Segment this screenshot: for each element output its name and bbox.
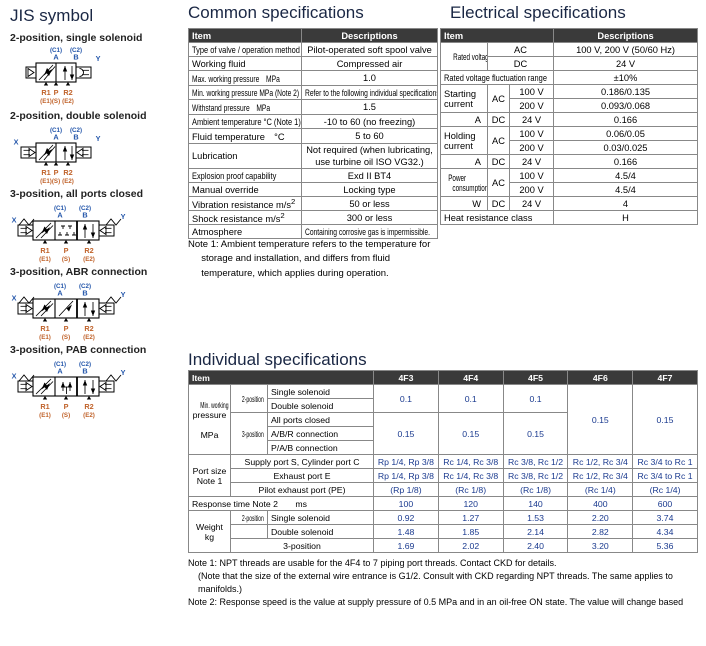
svg-text:A: A — [57, 211, 63, 220]
svg-text:Y: Y — [121, 368, 126, 377]
svg-text:X: X — [12, 372, 17, 381]
svg-text:B: B — [82, 289, 87, 298]
svg-text:P: P — [54, 168, 59, 177]
svg-text:(E2): (E2) — [62, 178, 74, 185]
svg-text:(S): (S) — [52, 178, 60, 185]
svg-text:P: P — [64, 324, 69, 333]
svg-text:A: A — [53, 53, 59, 62]
svg-text:(E1): (E1) — [39, 412, 51, 419]
svg-text:R1: R1 — [41, 88, 50, 97]
svg-text:(E2): (E2) — [83, 412, 95, 419]
svg-text:R2: R2 — [84, 402, 93, 411]
svg-text:R1: R1 — [40, 324, 49, 333]
svg-text:(S): (S) — [52, 98, 60, 105]
svg-text:R2: R2 — [84, 246, 93, 255]
svg-text:(S): (S) — [62, 412, 70, 419]
svg-text:X: X — [12, 294, 17, 303]
svg-text:X: X — [14, 138, 19, 147]
svg-text:(S): (S) — [62, 256, 70, 263]
svg-text:R1: R1 — [40, 402, 49, 411]
svg-text:X: X — [12, 216, 17, 225]
svg-text:R2: R2 — [63, 168, 72, 177]
svg-text:A: A — [57, 289, 63, 298]
svg-text:P: P — [54, 88, 59, 97]
svg-text:(E2): (E2) — [83, 334, 95, 341]
svg-text:A: A — [53, 133, 59, 142]
svg-text:B: B — [82, 211, 87, 220]
svg-text:B: B — [82, 367, 87, 376]
svg-text:(E1): (E1) — [39, 256, 51, 263]
svg-text:(E1): (E1) — [39, 334, 51, 341]
svg-text:(E1): (E1) — [40, 98, 52, 105]
svg-text:Y: Y — [121, 212, 126, 221]
svg-text:R2: R2 — [63, 88, 72, 97]
svg-text:Y: Y — [96, 54, 101, 63]
svg-text:P: P — [64, 402, 69, 411]
svg-text:B: B — [73, 53, 78, 62]
svg-text:Y: Y — [121, 290, 126, 299]
svg-text:(E2): (E2) — [62, 98, 74, 105]
svg-text:Y: Y — [96, 134, 101, 143]
svg-text:(S): (S) — [62, 334, 70, 341]
svg-text:A: A — [57, 367, 63, 376]
svg-text:R2: R2 — [84, 324, 93, 333]
svg-text:B: B — [73, 133, 78, 142]
svg-text:P: P — [64, 246, 69, 255]
svg-text:(E1): (E1) — [40, 178, 52, 185]
svg-text:R1: R1 — [40, 246, 49, 255]
svg-text:R1: R1 — [41, 168, 50, 177]
svg-text:(E2): (E2) — [83, 256, 95, 263]
